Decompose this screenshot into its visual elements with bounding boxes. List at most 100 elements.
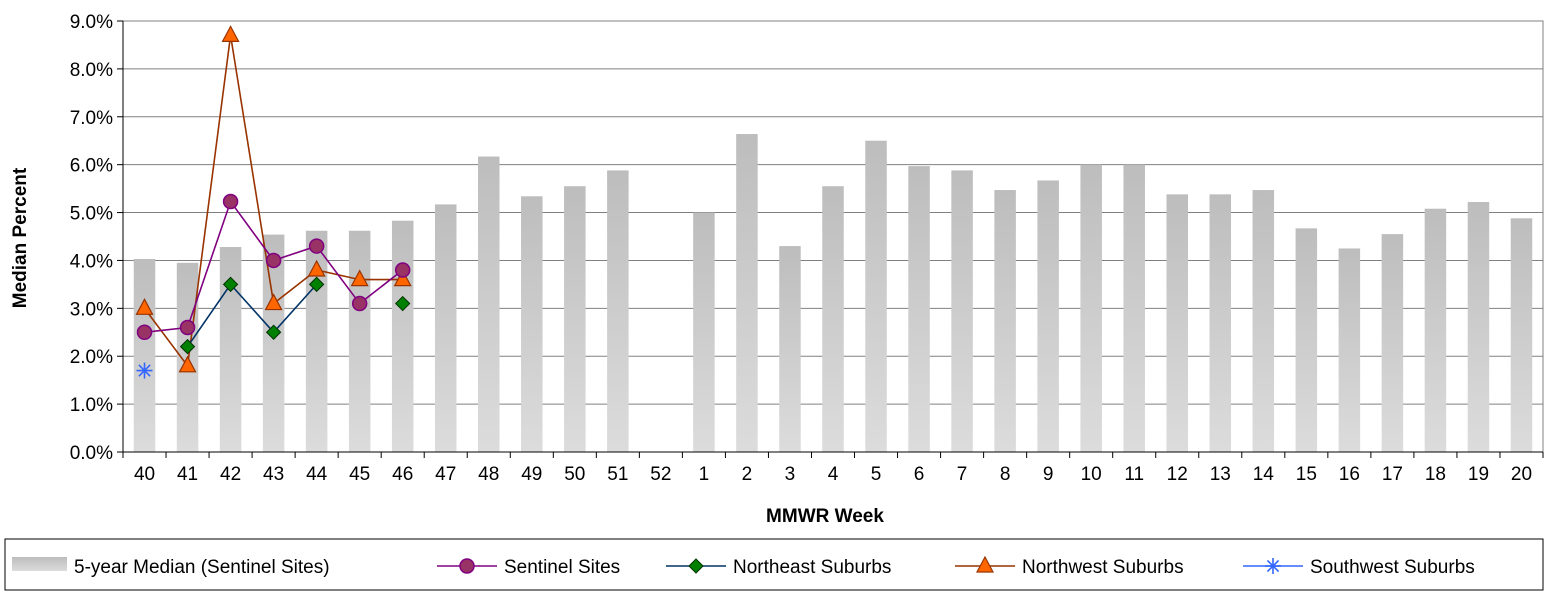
diamond-marker — [265, 324, 282, 340]
x-tick-label: 41 — [177, 464, 198, 485]
y-tick-label: 8.0% — [70, 60, 113, 81]
bar — [865, 140, 887, 452]
x-tick-label: 50 — [564, 464, 585, 485]
legend-label: Northwest Suburbs — [1022, 557, 1184, 578]
x-tick-label: 42 — [220, 464, 241, 485]
triangle-marker — [178, 355, 197, 373]
x-tick-label: 18 — [1425, 464, 1446, 485]
y-tick-label: 3.0% — [70, 299, 113, 320]
x-tick-label: 20 — [1511, 464, 1532, 485]
circle-marker — [351, 295, 368, 312]
star-marker — [1265, 558, 1281, 574]
legend-label: Southwest Suburbs — [1310, 557, 1475, 578]
y-tick-label: 6.0% — [70, 156, 113, 177]
triangle-marker — [307, 259, 326, 277]
bar — [908, 166, 930, 452]
bar — [951, 170, 973, 452]
bar — [1424, 208, 1447, 452]
bar — [1209, 194, 1232, 452]
star-marker — [136, 362, 153, 379]
x-tick-label: 13 — [1210, 464, 1231, 485]
x-tick-label: 19 — [1468, 464, 1489, 485]
y-axis-title: Median Percent — [10, 167, 31, 308]
x-tick-label: 47 — [435, 464, 456, 485]
bar — [1381, 234, 1404, 452]
x-tick-label: 43 — [263, 464, 284, 485]
x-tick-label: 10 — [1081, 464, 1102, 485]
triangle-marker — [264, 293, 283, 311]
bar — [1295, 228, 1318, 452]
triangle-marker — [135, 298, 154, 315]
x-tick-label: 4 — [828, 464, 839, 485]
diamond-marker — [179, 338, 196, 355]
bar — [133, 259, 156, 452]
bar — [521, 196, 543, 452]
bar — [1080, 164, 1102, 452]
x-tick-label: 45 — [349, 464, 370, 485]
x-tick-label: 8 — [1000, 464, 1011, 485]
x-tick-label: 7 — [957, 464, 968, 485]
plot-area: 0.0% 1.0% 2.0% 3.0% 4.0% 5.0% 6.0% 7.0% 8.0% 9.0%… — [70, 12, 1544, 485]
x-tick-label: 11 — [1124, 464, 1144, 485]
y-tick-label: 1.0% — [70, 395, 113, 416]
x-tick-label: 14 — [1253, 464, 1275, 485]
y-tick-label: 9.0% — [70, 12, 113, 33]
x-tick-label: 3 — [785, 464, 796, 485]
x-tick-label: 40 — [134, 464, 155, 485]
legend-label: Northeast Suburbs — [733, 557, 891, 578]
triangle-marker — [976, 555, 994, 573]
bar — [1037, 180, 1059, 452]
y-tick-label: 0.0% — [70, 443, 113, 464]
x-tick-label: 16 — [1339, 464, 1360, 485]
x-tick-label: 49 — [521, 464, 542, 485]
bar — [822, 186, 844, 452]
x-tick-label: 12 — [1167, 464, 1188, 485]
x-tick-label: 9 — [1043, 464, 1054, 485]
bar — [1166, 194, 1188, 452]
diamond-marker — [308, 276, 325, 293]
bar — [1123, 164, 1145, 452]
circle-marker — [308, 238, 325, 254]
x-tick-label: 46 — [392, 464, 413, 485]
x-tick-label: 44 — [306, 464, 328, 485]
legend-label: 5-year Median (Sentinel Sites) — [74, 557, 330, 578]
circle-marker — [222, 193, 239, 210]
diamond-marker — [688, 558, 704, 574]
x-tick-label: 6 — [914, 464, 925, 485]
circle-marker — [265, 252, 282, 269]
diamond-marker — [394, 295, 411, 312]
bar — [348, 230, 371, 452]
bar — [779, 246, 801, 452]
triangle-marker — [221, 25, 240, 42]
bar — [1338, 248, 1361, 452]
circle-marker — [179, 319, 196, 336]
y-tick-label: 4.0% — [70, 251, 113, 272]
y-tick-label: 2.0% — [70, 347, 113, 368]
x-tick-label: 52 — [650, 464, 671, 485]
diamond-marker — [222, 276, 239, 293]
bar — [1467, 202, 1490, 452]
legend-label: Sentinel Sites — [504, 557, 620, 578]
triangle-marker — [393, 269, 412, 287]
circle-marker — [394, 262, 411, 278]
bar — [434, 204, 457, 452]
bar — [736, 134, 758, 453]
bar — [391, 220, 414, 452]
circle-marker — [136, 324, 153, 341]
bar — [693, 212, 715, 452]
triangle-marker — [350, 269, 369, 287]
legend-swatch-bar — [12, 557, 67, 571]
x-tick-label: 2 — [742, 464, 753, 485]
y-tick-label: 5.0% — [70, 204, 113, 225]
bar — [994, 190, 1016, 452]
x-axis-title: MMWR Week — [766, 506, 884, 527]
bar — [478, 156, 500, 452]
bar — [607, 170, 629, 452]
x-tick-label: 48 — [478, 464, 499, 485]
circle-marker — [459, 558, 475, 574]
x-tick-label: 1 — [699, 464, 710, 485]
x-tick-label: 17 — [1382, 464, 1403, 485]
x-tick-label: 51 — [607, 464, 628, 485]
